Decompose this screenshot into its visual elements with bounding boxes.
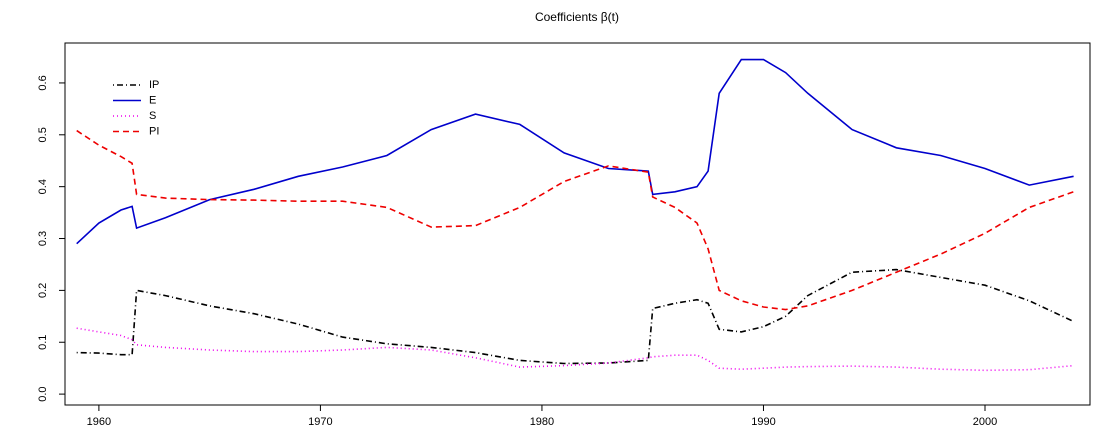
series-line xyxy=(76,129,1074,311)
x-tick-label: 1970 xyxy=(308,416,332,428)
legend-label: E xyxy=(149,94,156,106)
y-tick-label: 0.5 xyxy=(37,127,49,142)
plot-frame xyxy=(64,42,1091,406)
y-tick-label: 0.2 xyxy=(37,283,49,298)
series-line xyxy=(76,268,1074,365)
x-tick-label: 1980 xyxy=(530,416,554,428)
series-line xyxy=(76,58,1074,245)
x-tick-label: 1990 xyxy=(751,416,775,428)
legend-label: S xyxy=(149,110,156,122)
y-tick-label: 0.4 xyxy=(37,179,49,194)
x-tick-label: 1960 xyxy=(87,416,111,428)
y-tick-label: 0.6 xyxy=(37,75,49,90)
y-tick-label: 0.0 xyxy=(37,386,49,401)
y-tick-label: 0.1 xyxy=(37,335,49,350)
legend-label: PI xyxy=(149,125,159,137)
legend-label: IP xyxy=(149,79,159,91)
y-tick-label: 0.3 xyxy=(37,231,49,246)
x-tick-label: 2000 xyxy=(973,416,997,428)
chart-title: Coefficients β(t) xyxy=(535,10,619,24)
